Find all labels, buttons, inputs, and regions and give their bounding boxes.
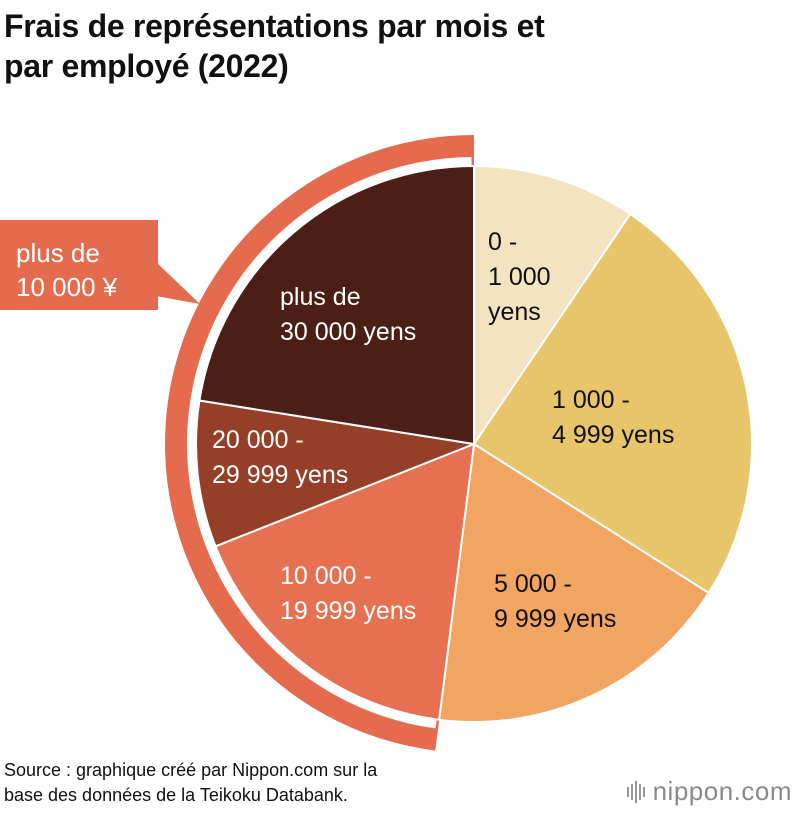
pie-slice-label: yens xyxy=(488,298,541,326)
source-note: Source : graphique créé par Nippon.com s… xyxy=(4,758,377,808)
pie-slice xyxy=(438,443,710,723)
chart-title-line-1: Frais de représentations par mois et xyxy=(4,8,545,44)
grouping-callout-pointer xyxy=(156,262,200,304)
logo-bars-icon xyxy=(626,780,645,803)
grouping-ring-end xyxy=(472,135,474,137)
pie-slice-label: 1 000 - xyxy=(552,386,630,414)
pie-slice-label: 29 999 yens xyxy=(212,461,348,489)
logo-text: nippon.com xyxy=(652,776,792,806)
pie-slice xyxy=(214,443,475,721)
source-line-2: base des données de la Teikoku Databank. xyxy=(4,785,348,805)
pie-slice-label: 9 999 yens xyxy=(494,605,616,633)
pie-slice-label: 19 999 yens xyxy=(280,597,416,625)
pie-slice-label: 30 000 yens xyxy=(280,318,416,346)
chart-title: Frais de représentations par mois et par… xyxy=(4,6,545,86)
grouping-callout-label: plus de xyxy=(16,238,100,268)
pie-slice-label: 0 - xyxy=(488,228,517,256)
grouping-callout-label: 10 000 ¥ xyxy=(16,272,118,302)
pie-slices xyxy=(195,165,753,723)
pie-slice xyxy=(473,213,753,594)
chart-title-line-2: par employé (2022) xyxy=(4,48,289,84)
nippon-logo: nippon.com xyxy=(626,776,792,807)
grouping-callout-box xyxy=(0,220,158,310)
pie-slice-label: 4 999 yens xyxy=(552,421,674,449)
pie-labels: 0 - 1 000 yens 1 000 - 4 999 yens 5 000 - 9 99… xyxy=(212,228,674,633)
pie-slice xyxy=(198,165,475,445)
pie-slice-label: 5 000 - xyxy=(494,570,572,598)
pie-slice-label: 1 000 xyxy=(488,263,551,291)
pie-slice xyxy=(473,165,632,445)
pie-slice xyxy=(195,399,475,548)
pie-slice-label: 20 000 - xyxy=(212,426,304,454)
pie-slice-label: plus de xyxy=(280,283,361,311)
pie-slice-label: 10 000 - xyxy=(280,562,372,590)
source-line-1: Source : graphique créé par Nippon.com s… xyxy=(4,760,378,780)
